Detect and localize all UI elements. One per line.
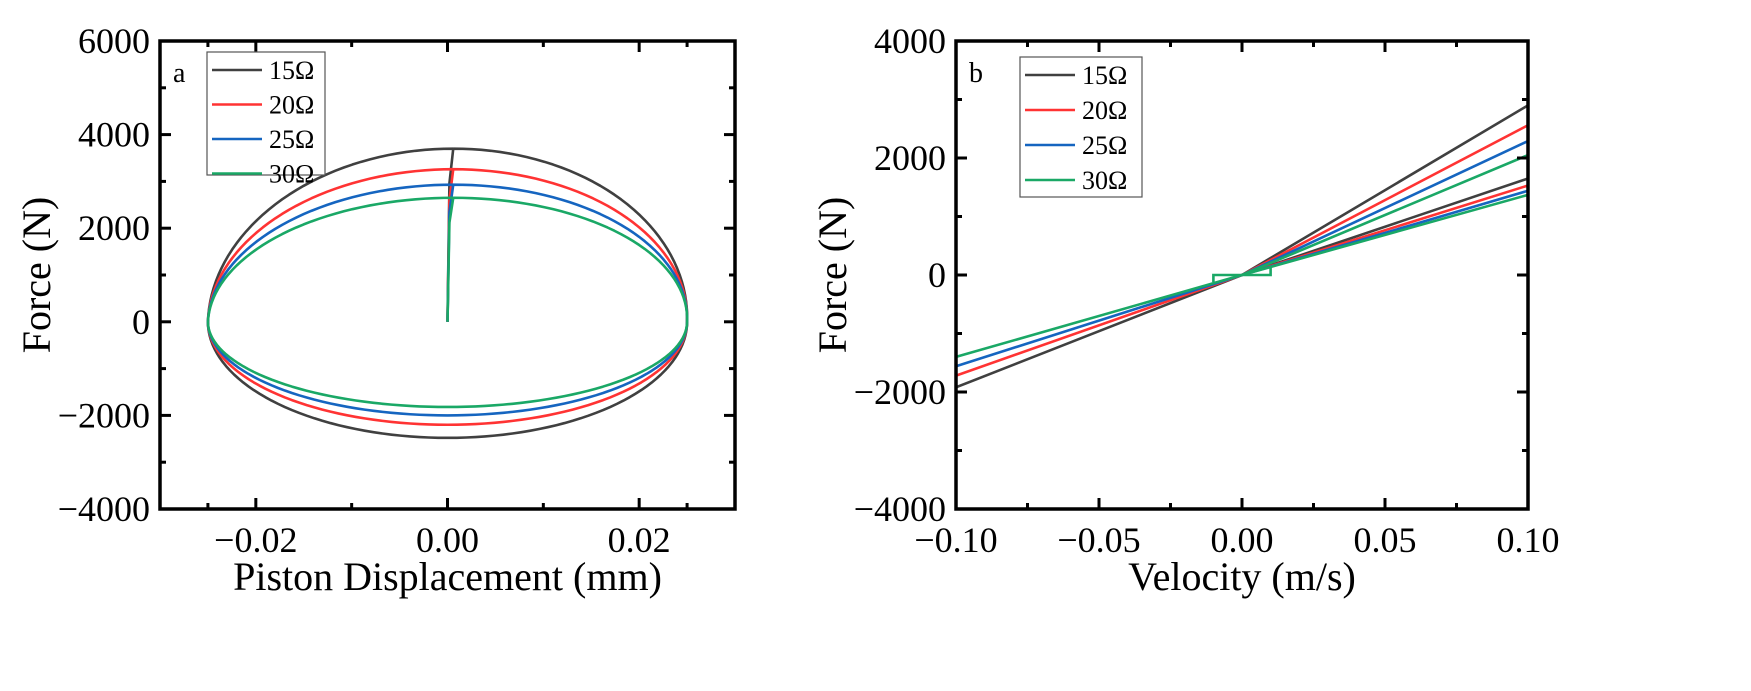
x-tick-label: 0.00 xyxy=(416,520,479,560)
y-tick-label: −2000 xyxy=(854,372,946,412)
y-tick-label: 2000 xyxy=(78,208,150,248)
x-tick-label: 0.10 xyxy=(1497,520,1560,560)
legend-label-1: 20Ω xyxy=(1082,96,1127,125)
y-tick-label: 4000 xyxy=(78,115,150,155)
panel-a-chart: −0.02 0.00 0.02 −4000 −2000 0 2000 4000 6000 Pist… xyxy=(14,21,737,599)
panel-label: a xyxy=(173,58,186,89)
legend-label-0: 15Ω xyxy=(1082,61,1127,90)
x-axis-title: Piston Displacement (mm) xyxy=(233,554,662,599)
plot-area xyxy=(956,104,1528,389)
legend-box xyxy=(1019,56,1143,198)
y-axis-title: Force (N) xyxy=(810,197,855,354)
y-tick-label: 0 xyxy=(132,302,150,342)
x-axis-title: Velocity (m/s) xyxy=(1128,554,1356,599)
y-tick-label: 4000 xyxy=(874,21,946,61)
y-tick-label: −4000 xyxy=(58,489,150,529)
y-tick-label: −4000 xyxy=(854,489,946,529)
y-tick-label: −2000 xyxy=(58,395,150,435)
hysteresis-box xyxy=(1212,267,1272,283)
legend: 15Ω 20Ω 25Ω 30Ω xyxy=(1019,56,1143,198)
x-tick-label: −0.10 xyxy=(914,520,997,560)
series-line-2 xyxy=(206,183,689,417)
x-tick-label: 0.02 xyxy=(608,520,671,560)
legend: 15Ω 20Ω 25Ω 30Ω xyxy=(206,51,326,189)
x-tick-label: 0.05 xyxy=(1354,520,1417,560)
x-tick-label: 0.00 xyxy=(1211,520,1274,560)
series-3-transient xyxy=(446,197,455,322)
panel-label: b xyxy=(969,58,983,89)
legend-box xyxy=(206,51,326,176)
legend-label-2: 25Ω xyxy=(269,125,314,154)
panel-b-chart: −0.10 −0.05 0.00 0.05 0.10 −4000 −2000 0 2000 400… xyxy=(810,21,1560,599)
x-tick-label: −0.02 xyxy=(214,520,297,560)
y-tick-label: 0 xyxy=(928,255,946,295)
y-tick-label: 2000 xyxy=(874,138,946,178)
y-axis-title: Force (N) xyxy=(14,197,59,354)
legend-label-1: 20Ω xyxy=(269,91,314,120)
x-tick-label: −0.05 xyxy=(1057,520,1140,560)
legend-label-3: 30Ω xyxy=(1082,166,1127,195)
y-tick-label: 6000 xyxy=(78,21,150,61)
plot-area xyxy=(206,147,689,440)
legend-label-0: 15Ω xyxy=(269,56,314,85)
series-line-1 xyxy=(206,167,689,427)
series-line-3 xyxy=(206,196,689,409)
legend-label-3: 30Ω xyxy=(269,160,314,189)
legend-label-2: 25Ω xyxy=(1082,131,1127,160)
series-line-0 xyxy=(206,147,689,440)
